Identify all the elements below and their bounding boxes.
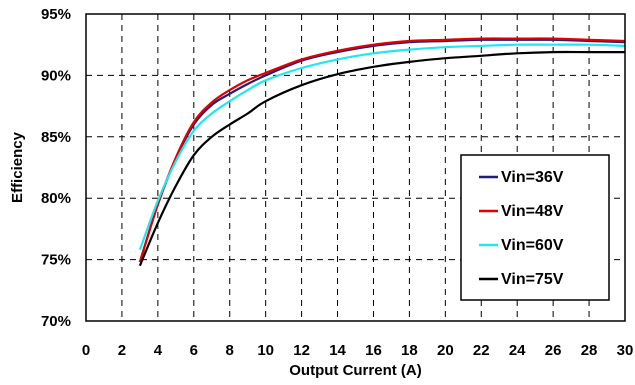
legend-box: [460, 154, 610, 301]
x-tick-label: 12: [293, 342, 310, 359]
series-line-2: [138, 43, 626, 251]
legend-label: Vin=60V: [501, 237, 564, 254]
x-tick-label: 24: [509, 342, 526, 359]
x-tick-label: 10: [257, 342, 274, 359]
x-tick-label: 20: [437, 342, 454, 359]
grid-lines: [86, 14, 625, 321]
x-tick-label: 6: [190, 342, 198, 359]
x-tick-label: 16: [365, 342, 382, 359]
x-tick-label: 22: [473, 342, 490, 359]
series-line-3: [138, 50, 625, 267]
plot-border: [85, 13, 626, 322]
x-tick-label: 14: [329, 342, 346, 359]
x-tick-label: 2: [118, 342, 126, 359]
y-tick-label: 90%: [41, 67, 71, 84]
x-axis-title: Output Current (A): [289, 362, 421, 379]
x-tick-label: 0: [82, 342, 90, 359]
y-tick-labels: 70% 75% 80% 85% 90% 95%: [41, 6, 71, 330]
legend: Vin=36V Vin=48V Vin=60V Vin=75V: [460, 154, 610, 301]
legend-label: Vin=36V: [501, 169, 564, 186]
x-tick-label: 28: [581, 342, 598, 359]
y-tick-label: 95%: [41, 6, 71, 23]
x-tick-label: 30: [617, 342, 634, 359]
y-tick-label: 70%: [41, 313, 71, 330]
series-lines: [138, 37, 626, 267]
legend-label: Vin=48V: [501, 203, 564, 220]
y-axis-title: Efficiency: [9, 131, 26, 203]
x-tick-label: 26: [545, 342, 562, 359]
y-tick-label: 80%: [41, 190, 71, 207]
x-tick-label: 18: [401, 342, 418, 359]
x-tick-label: 8: [226, 342, 234, 359]
x-tick-label: 4: [154, 342, 163, 359]
y-tick-label: 85%: [41, 129, 71, 146]
legend-label: Vin=75V: [501, 271, 564, 288]
y-tick-label: 75%: [41, 252, 71, 269]
x-tick-labels: 0 2 4 6 8 10 12 14 16 18 20 22 24 26 28 30: [82, 342, 634, 359]
series-line-1: [138, 37, 626, 263]
